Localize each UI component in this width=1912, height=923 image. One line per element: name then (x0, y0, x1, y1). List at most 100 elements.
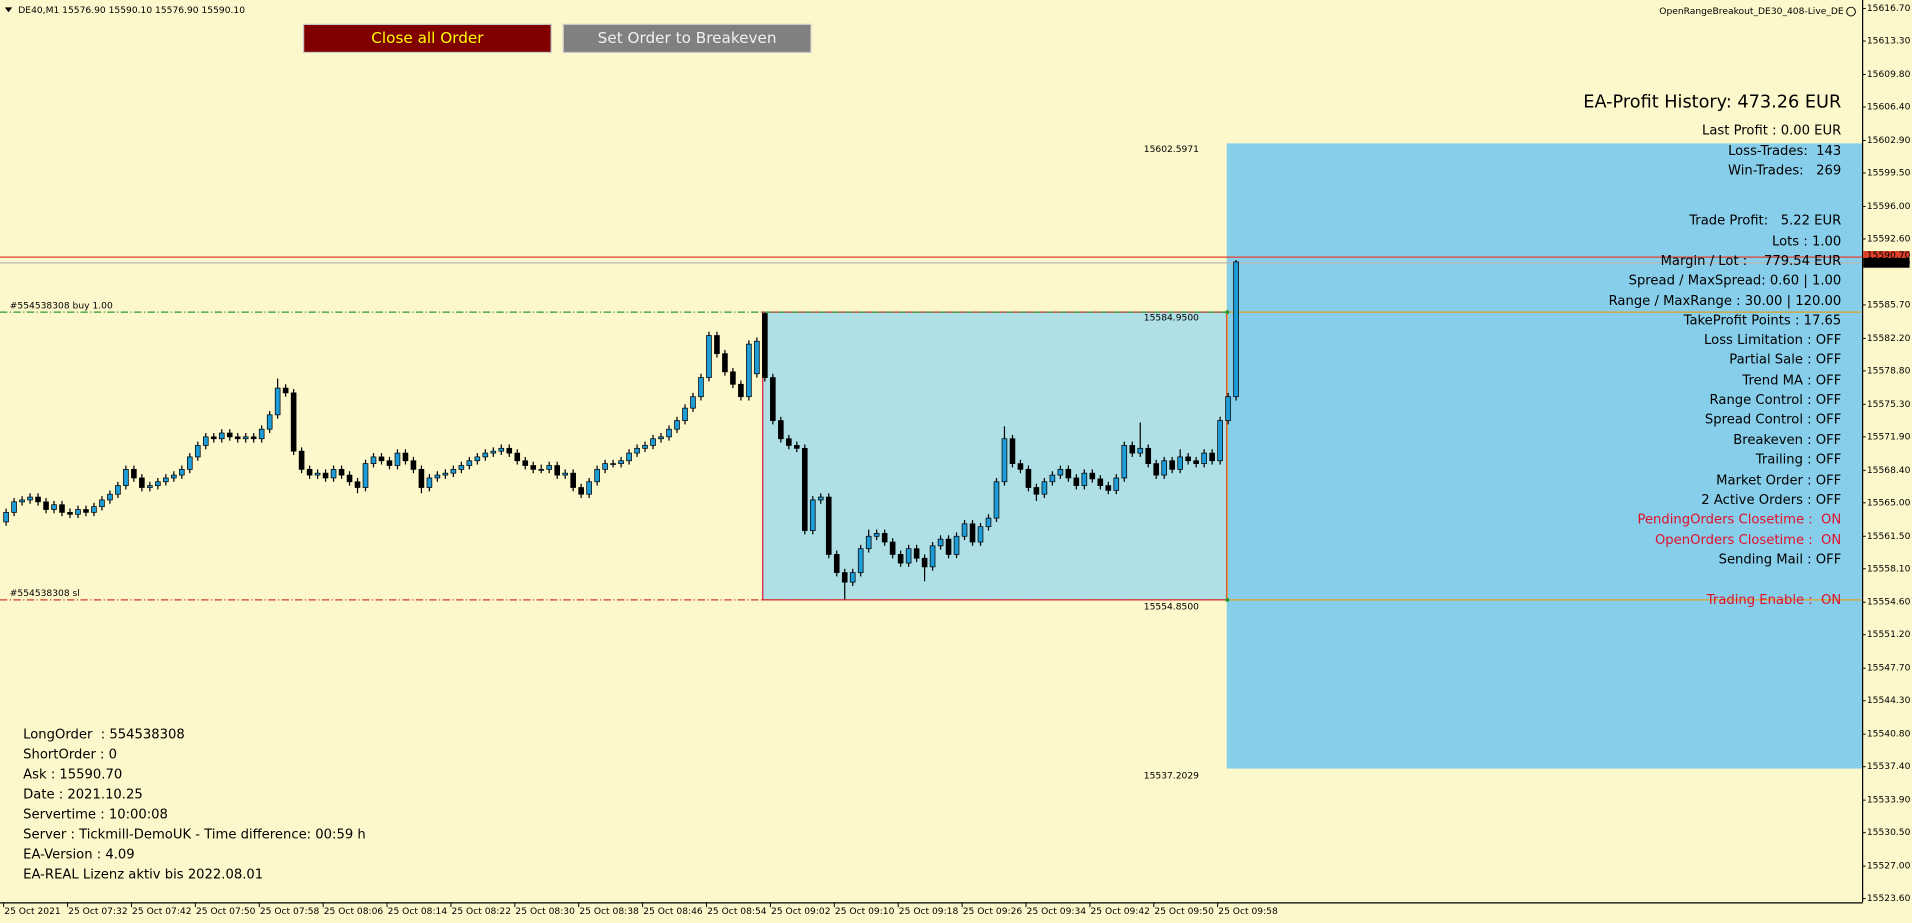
ea-status-row: Breakeven : OFF (1733, 433, 1841, 448)
candle-body (1073, 477, 1080, 486)
ea-status-row: Lots : 1.00 (1772, 234, 1841, 249)
candle-body (179, 468, 185, 476)
candle-body (75, 509, 81, 515)
x-tick-label: 25 Oct 09:58 (1218, 907, 1278, 917)
candle-body (266, 414, 273, 430)
candle-body (1233, 261, 1239, 398)
account-row: ShortOrder : 0 (23, 748, 117, 763)
candle-body (977, 526, 984, 543)
candle-body (19, 499, 25, 503)
candle-body (618, 460, 624, 464)
x-tick-label: 25 Oct 09:18 (899, 907, 959, 917)
candle-body (778, 420, 784, 440)
ea-status-row: Spread Control : OFF (1705, 412, 1841, 427)
ea-status-row: TakeProfit Points : 17.65 (1683, 314, 1842, 329)
ea-status-row: Loss Limitation : OFF (1704, 333, 1841, 348)
candle-body (91, 506, 97, 513)
candle-body (730, 371, 736, 385)
candle-body (921, 557, 928, 568)
candle-body (1049, 474, 1056, 483)
button[interactable] (303, 23, 552, 54)
y-tick-label: 15540.80 (1867, 730, 1911, 740)
candle-body (841, 572, 848, 583)
order-marker (1225, 597, 1230, 602)
account-row: EA-Version : 4.09 (23, 848, 134, 863)
y-tick-label: 15571.90 (1867, 432, 1911, 442)
candle-body (59, 504, 65, 513)
symbol-menu-icon (4, 7, 13, 13)
x-tick-label: 25 Oct 08:22 (452, 907, 512, 917)
candle-body (857, 548, 864, 573)
candle-body (506, 447, 513, 454)
button-label[interactable]: Close all Order (371, 29, 484, 47)
candle-body (218, 432, 225, 440)
candle-body (698, 377, 704, 398)
ea-status-row: 2 Active Orders : OFF (1701, 493, 1841, 508)
candle-body (682, 407, 688, 421)
candle-body (3, 512, 9, 523)
ea-status-row: Sending Mail : OFF (1719, 553, 1842, 568)
candle-body (1193, 460, 1199, 464)
candle-body (155, 481, 161, 486)
candle-body (434, 474, 441, 479)
target-low-label: 15537.2029 (1144, 771, 1199, 781)
candle-body (538, 468, 545, 471)
candle-body (1201, 452, 1207, 464)
button-label[interactable]: Set Order to Breakeven (598, 29, 777, 47)
y-tick-label: 15616.70 (1867, 4, 1911, 14)
candle-body (849, 572, 856, 583)
candle-body (186, 456, 193, 470)
candle-body (394, 452, 401, 466)
chart-title: DE40,M1 15576.90 15590.10 15576.90 15590… (18, 6, 245, 16)
candle-body (370, 456, 377, 464)
candle-body (115, 485, 121, 495)
candle-body (210, 436, 217, 440)
candle-body (51, 504, 57, 510)
candle-body (833, 554, 840, 573)
candle-body (386, 460, 393, 466)
ea-status-row: Range Control : OFF (1710, 393, 1842, 408)
candle-body (131, 468, 137, 479)
range-high-label: 15584.9500 (1144, 314, 1199, 324)
x-tick-label: 25 Oct 09:42 (1090, 907, 1150, 917)
candle-body (258, 428, 265, 440)
x-tick-label: 25 Oct 08:06 (324, 907, 384, 917)
candle-body (714, 335, 720, 355)
ea-status-row: OpenOrders Closetime : ON (1655, 533, 1841, 548)
candle-body (690, 396, 696, 409)
candle-body (993, 481, 1000, 519)
ea-profit-title: EA-Profit History: 473.26 EUR (1583, 92, 1841, 112)
y-tick-label: 15551.20 (1867, 630, 1911, 640)
candle-body (458, 465, 465, 470)
candle-body (426, 477, 433, 488)
candle-body (786, 438, 792, 446)
button[interactable] (562, 23, 812, 54)
candle-body (171, 474, 177, 479)
ea-status-row: Partial Sale : OFF (1729, 353, 1841, 368)
candle-body (953, 535, 960, 555)
y-tick-label: 15547.70 (1867, 664, 1911, 674)
order-line-label: #554538308 buy 1.00 (10, 301, 113, 311)
candle-body (163, 477, 169, 483)
candle-body (442, 472, 449, 476)
candle-body (67, 512, 73, 515)
candle-body (658, 436, 664, 440)
candle-body (514, 452, 521, 462)
account-row: EA-REAL Lizenz aktiv bis 2022.08.01 (23, 868, 263, 883)
candle-body (578, 487, 584, 495)
y-tick-label: 15537.40 (1867, 762, 1911, 772)
candle-body (897, 554, 904, 564)
y-tick-label: 15578.80 (1867, 366, 1911, 376)
candle-body (1041, 481, 1048, 495)
y-tick-label: 15544.30 (1867, 696, 1911, 706)
ea-status-row: Market Order : OFF (1716, 473, 1841, 488)
candle-body (1017, 463, 1024, 470)
bid-tag (1863, 257, 1910, 268)
account-row: Ask : 15590.70 (23, 768, 122, 783)
candle-body (1225, 396, 1231, 421)
y-tick-label: 15599.50 (1867, 168, 1911, 178)
ask-tag (1863, 251, 1910, 260)
candle-body (817, 496, 824, 501)
candle-body (873, 533, 880, 537)
